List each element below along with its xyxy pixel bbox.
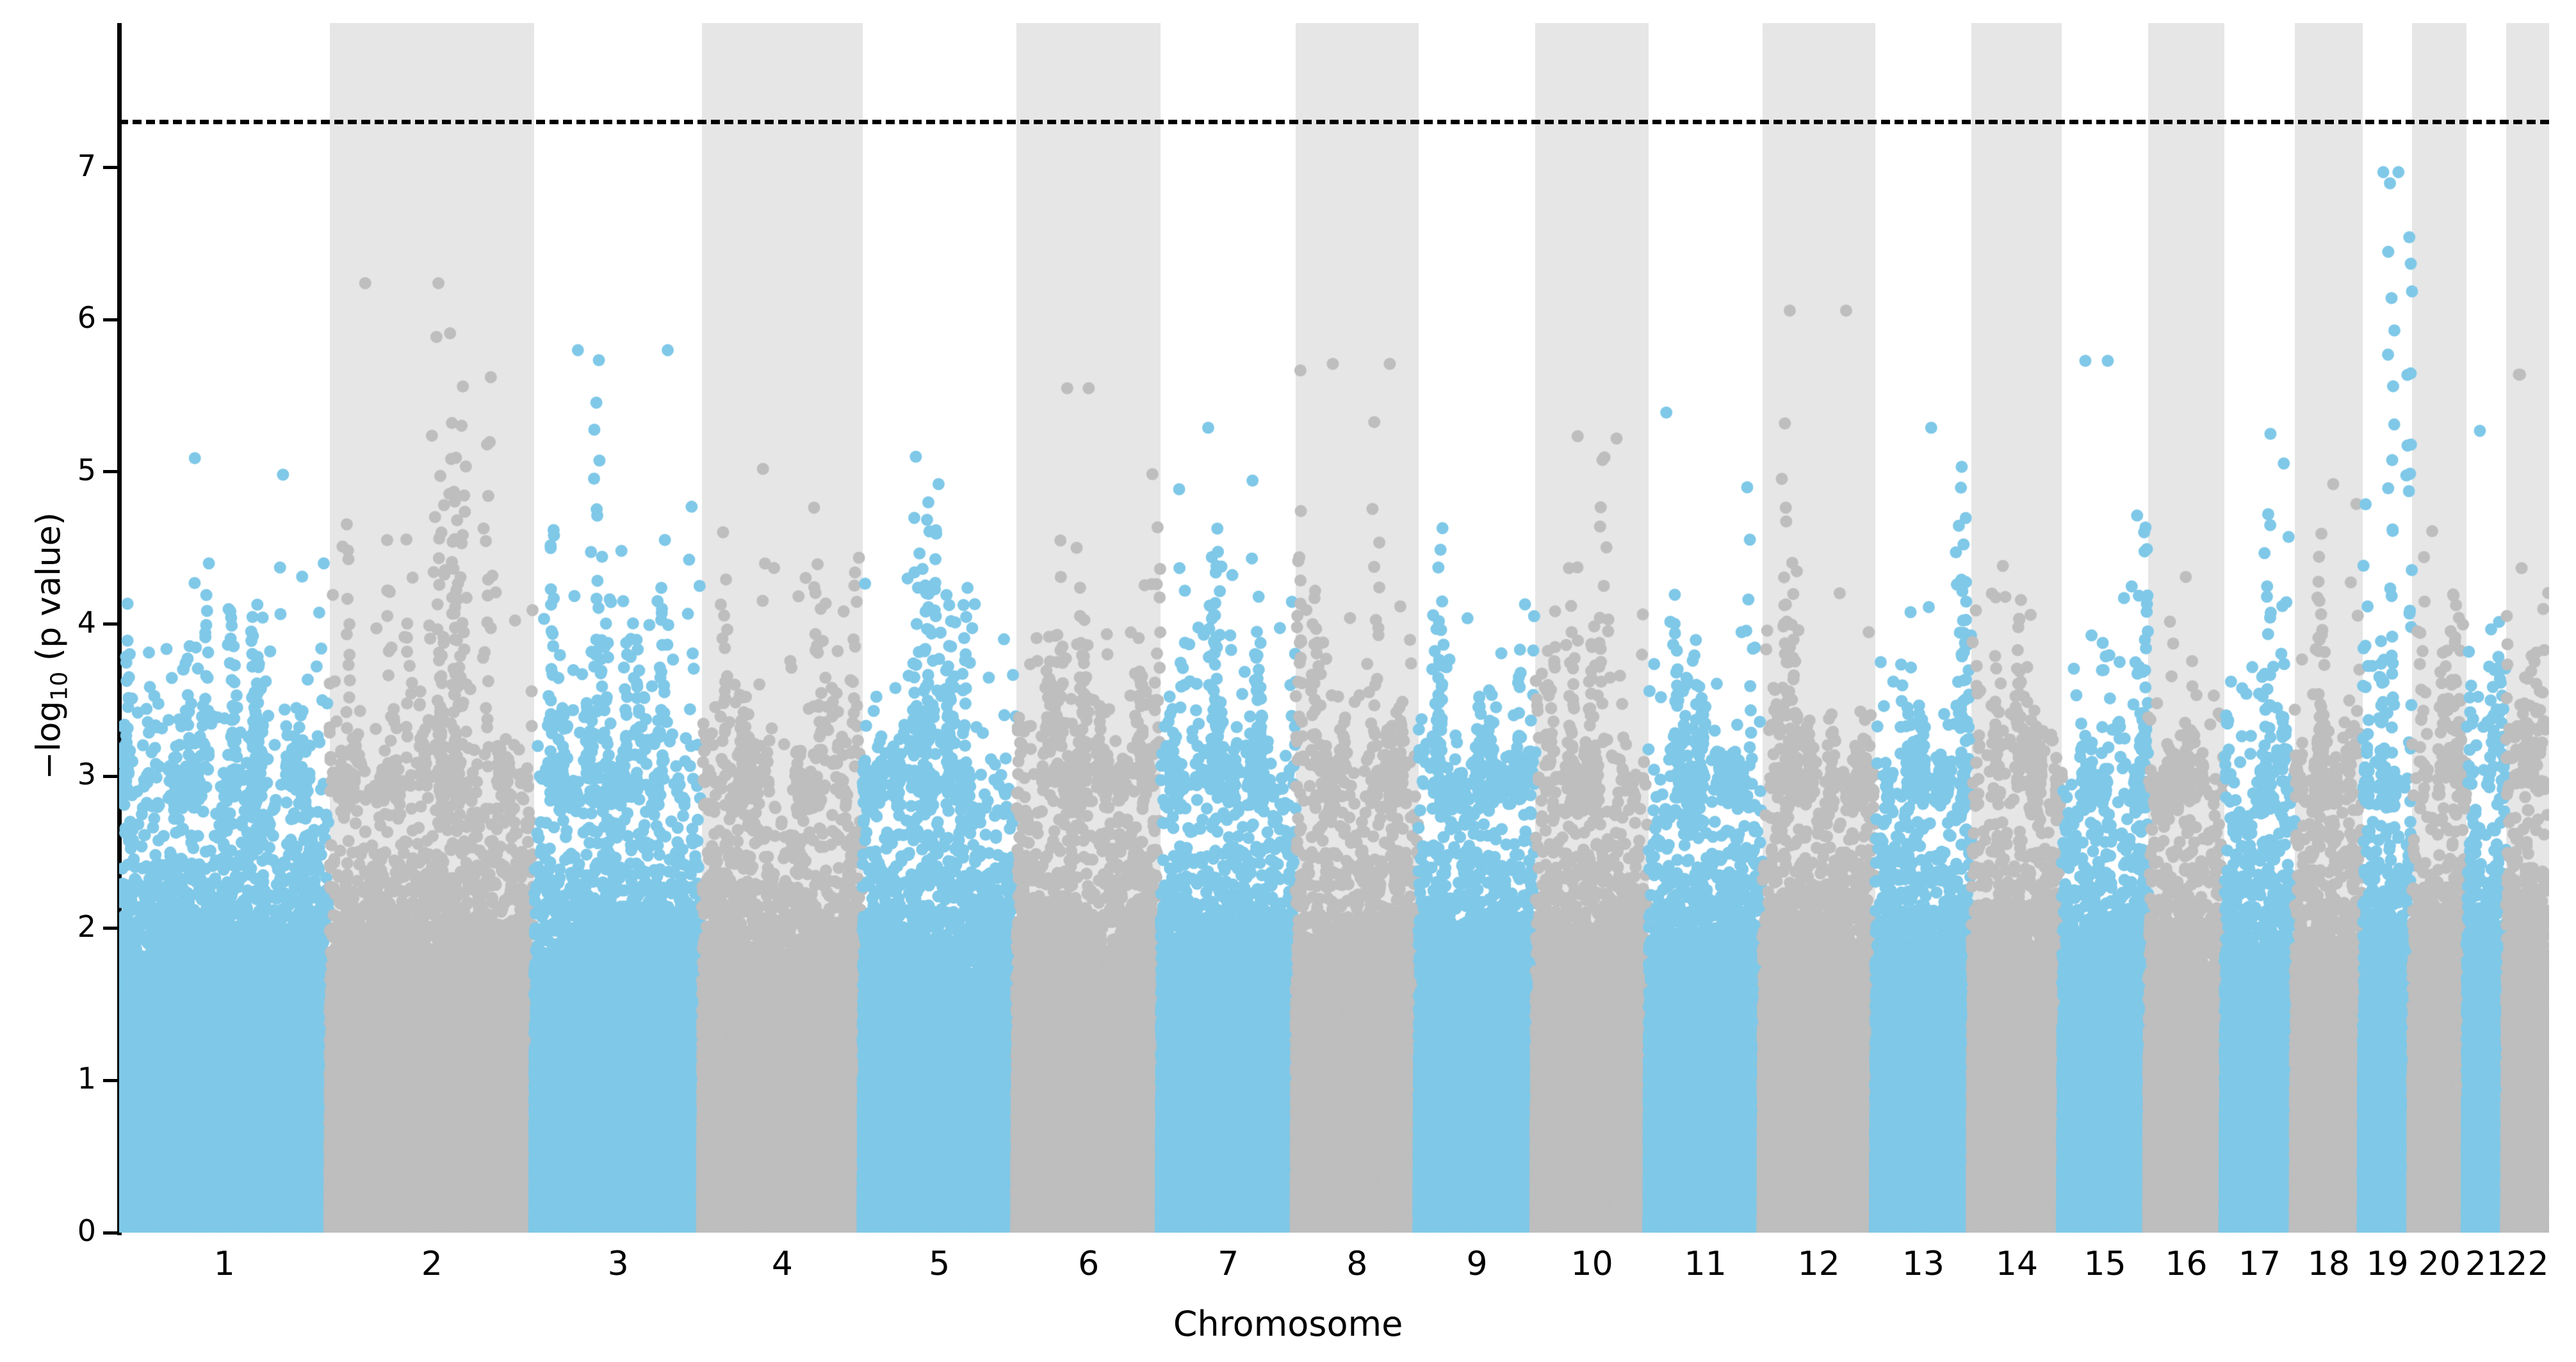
x-tick-label-chr13: 13	[1902, 1245, 1945, 1283]
plot-area	[119, 23, 2549, 1233]
x-tick-label-chr19: 19	[2366, 1245, 2409, 1283]
y-tick-0	[103, 1231, 117, 1235]
y-tick-label-2: 2	[77, 909, 96, 944]
x-tick-label-chr22: 22	[2506, 1245, 2549, 1283]
x-tick-label-chr1: 1	[213, 1245, 235, 1283]
y-tick-3	[103, 774, 117, 778]
y-tick-4	[103, 622, 117, 626]
x-tick-label-chr20: 20	[2418, 1245, 2461, 1283]
x-tick-label-chr6: 6	[1078, 1245, 1100, 1283]
y-axis-title: −log10 (p value)	[29, 6, 72, 1286]
y-tick-6	[103, 318, 117, 321]
x-tick-label-chr9: 9	[1466, 1245, 1488, 1283]
y-tick-label-4: 4	[77, 604, 96, 640]
x-tick-label-chr5: 5	[929, 1245, 950, 1283]
x-tick-label-chr15: 15	[2083, 1245, 2126, 1283]
x-tick-label-chr3: 3	[607, 1245, 629, 1283]
x-tick-label-chr4: 4	[771, 1245, 793, 1283]
y-axis-title-tail: (p value)	[29, 512, 69, 672]
snp-scatter-points	[119, 23, 2549, 1233]
x-tick-label-chr16: 16	[2165, 1245, 2208, 1283]
x-axis-title: Chromosome	[1173, 1304, 1403, 1344]
y-tick-1	[103, 1078, 117, 1082]
y-tick-2	[103, 927, 117, 930]
x-tick-label-chr8: 8	[1346, 1245, 1368, 1283]
y-tick-label-7: 7	[77, 148, 96, 183]
x-tick-label-chr21: 21	[2465, 1245, 2508, 1283]
y-tick-7	[103, 166, 117, 170]
genome-wide-significance-threshold-line	[119, 120, 2549, 125]
x-tick-label-chr14: 14	[1995, 1245, 2039, 1283]
y-tick-label-3: 3	[77, 757, 96, 792]
y-tick-label-1: 1	[77, 1061, 96, 1096]
y-tick-label-6: 6	[77, 300, 96, 336]
x-tick-label-chr17: 17	[2238, 1245, 2281, 1283]
x-tick-label-chr11: 11	[1684, 1245, 1727, 1283]
x-tick-label-chr2: 2	[421, 1245, 443, 1283]
x-tick-label-chr7: 7	[1218, 1245, 1239, 1283]
y-axis-title-subscript: 10	[46, 671, 73, 701]
y-tick-label-0: 0	[77, 1213, 96, 1248]
y-tick-label-5: 5	[77, 452, 96, 487]
x-tick-label-chr10: 10	[1570, 1245, 1613, 1283]
x-tick-label-chr18: 18	[2307, 1245, 2350, 1283]
y-tick-5	[103, 470, 117, 474]
x-tick-label-chr12: 12	[1797, 1245, 1840, 1283]
